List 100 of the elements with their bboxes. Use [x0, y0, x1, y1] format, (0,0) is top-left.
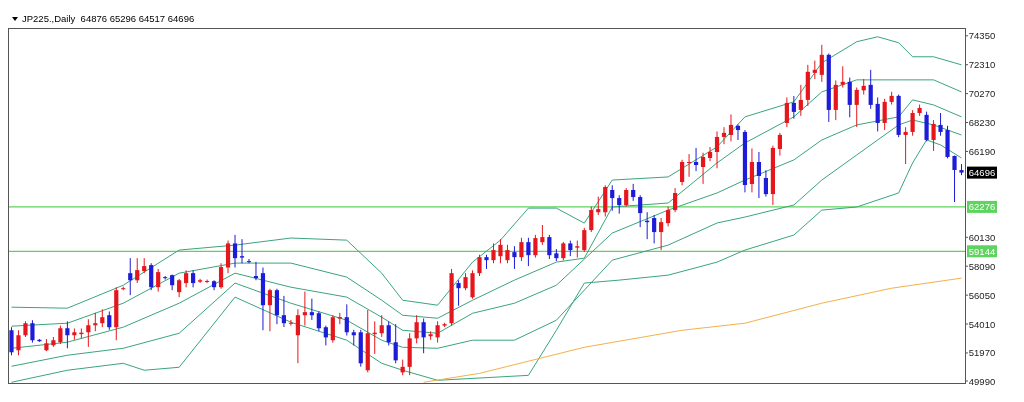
candlestick [9, 326, 14, 356]
candlestick [288, 319, 293, 327]
candlestick [540, 224, 545, 246]
candlestick [323, 325, 328, 346]
candlestick [386, 320, 391, 346]
candlestick [638, 194, 643, 228]
candlestick [875, 96, 880, 132]
candlestick [673, 187, 678, 213]
candlestick [812, 60, 817, 80]
candlestick [232, 234, 238, 268]
candlestick [596, 196, 601, 216]
candlestick [610, 184, 615, 212]
chart-title: JP225.,Daily 64876 65296 64517 64696 [22, 13, 195, 24]
candlestick [714, 130, 720, 169]
candlestick [93, 312, 98, 332]
candlestick [414, 314, 419, 344]
y-tick-label: 56050 [968, 289, 996, 301]
candlestick [533, 234, 538, 259]
candlestick [86, 318, 91, 348]
candlestick [421, 318, 426, 354]
candlestick [58, 325, 63, 345]
y-tick-label: 70270 [968, 88, 996, 100]
candlestick [624, 187, 629, 208]
candlestick [128, 257, 133, 296]
candlestick [693, 147, 699, 172]
candlestick [561, 241, 566, 261]
candlestick [547, 234, 552, 260]
candlestick [791, 95, 796, 120]
y-tick-label: 49990 [968, 375, 996, 387]
candlestick [135, 257, 140, 284]
candlestick [652, 214, 657, 244]
candlestick [281, 295, 287, 328]
candlestick [686, 153, 692, 178]
candlestick [938, 112, 943, 137]
candlestick [721, 126, 727, 145]
candlestick [309, 298, 314, 321]
y-tick-label: 51970 [968, 347, 996, 359]
candlestick [819, 44, 824, 83]
candlestick [156, 268, 161, 293]
y-tick-label: 54010 [968, 318, 996, 330]
candlestick [177, 278, 182, 298]
candlestick [847, 77, 852, 118]
candlestick [617, 194, 622, 215]
candlestick [316, 310, 321, 332]
candlestick [868, 69, 873, 110]
candlestick [952, 155, 957, 203]
candlestick [498, 238, 503, 264]
ref-line-label: 62276 [968, 201, 996, 213]
candlestick [218, 262, 224, 290]
candlestick [198, 278, 203, 284]
candlestick [295, 308, 300, 364]
candlestick [505, 244, 510, 264]
y-tick-label: 68230 [968, 117, 996, 129]
candlestick [854, 87, 859, 128]
y-tick-label: 72310 [968, 59, 996, 71]
candlestick [798, 84, 803, 117]
candlestick [749, 147, 755, 193]
candlestick [302, 291, 307, 327]
candlestick [582, 227, 587, 253]
candlestick [519, 237, 524, 262]
candlestick [204, 279, 210, 284]
candlestick [589, 206, 594, 233]
candlestick [659, 217, 664, 251]
candlestick [903, 126, 908, 165]
candlestick [512, 245, 517, 270]
candlestick [267, 288, 273, 332]
candlestick [330, 314, 335, 344]
candlestick [435, 320, 440, 344]
candlestick [456, 279, 461, 307]
candlestick [707, 146, 713, 162]
candlestick [239, 238, 245, 264]
candlestick [65, 320, 70, 349]
y-tick-label: 58090 [968, 260, 996, 272]
candlestick [840, 65, 845, 89]
candlestick [777, 132, 782, 157]
candlestick [16, 329, 21, 356]
candlestick [680, 159, 685, 186]
candlestick [107, 310, 112, 331]
candlestick [30, 319, 35, 344]
candlestick [910, 109, 915, 137]
candlestick [344, 303, 349, 337]
candlestick [149, 262, 154, 291]
candlestick [700, 152, 706, 185]
candlestick [526, 237, 531, 267]
line-series [10, 36, 963, 309]
y-tick-label: 66190 [968, 145, 996, 157]
line-series [423, 277, 963, 383]
candlestick [784, 96, 789, 128]
candlestick [882, 98, 887, 131]
candlestick [393, 323, 398, 364]
candlestick [756, 151, 762, 199]
candlestick [763, 169, 769, 198]
candlestick [931, 119, 936, 152]
candlestick [477, 254, 482, 277]
candlestick [491, 242, 496, 264]
candlestick [728, 113, 734, 142]
y-tick-label: 74350 [968, 30, 996, 42]
candlestick [379, 314, 384, 338]
annotation: 64696 [968, 167, 996, 179]
y-tick-label: 60130 [968, 231, 996, 243]
